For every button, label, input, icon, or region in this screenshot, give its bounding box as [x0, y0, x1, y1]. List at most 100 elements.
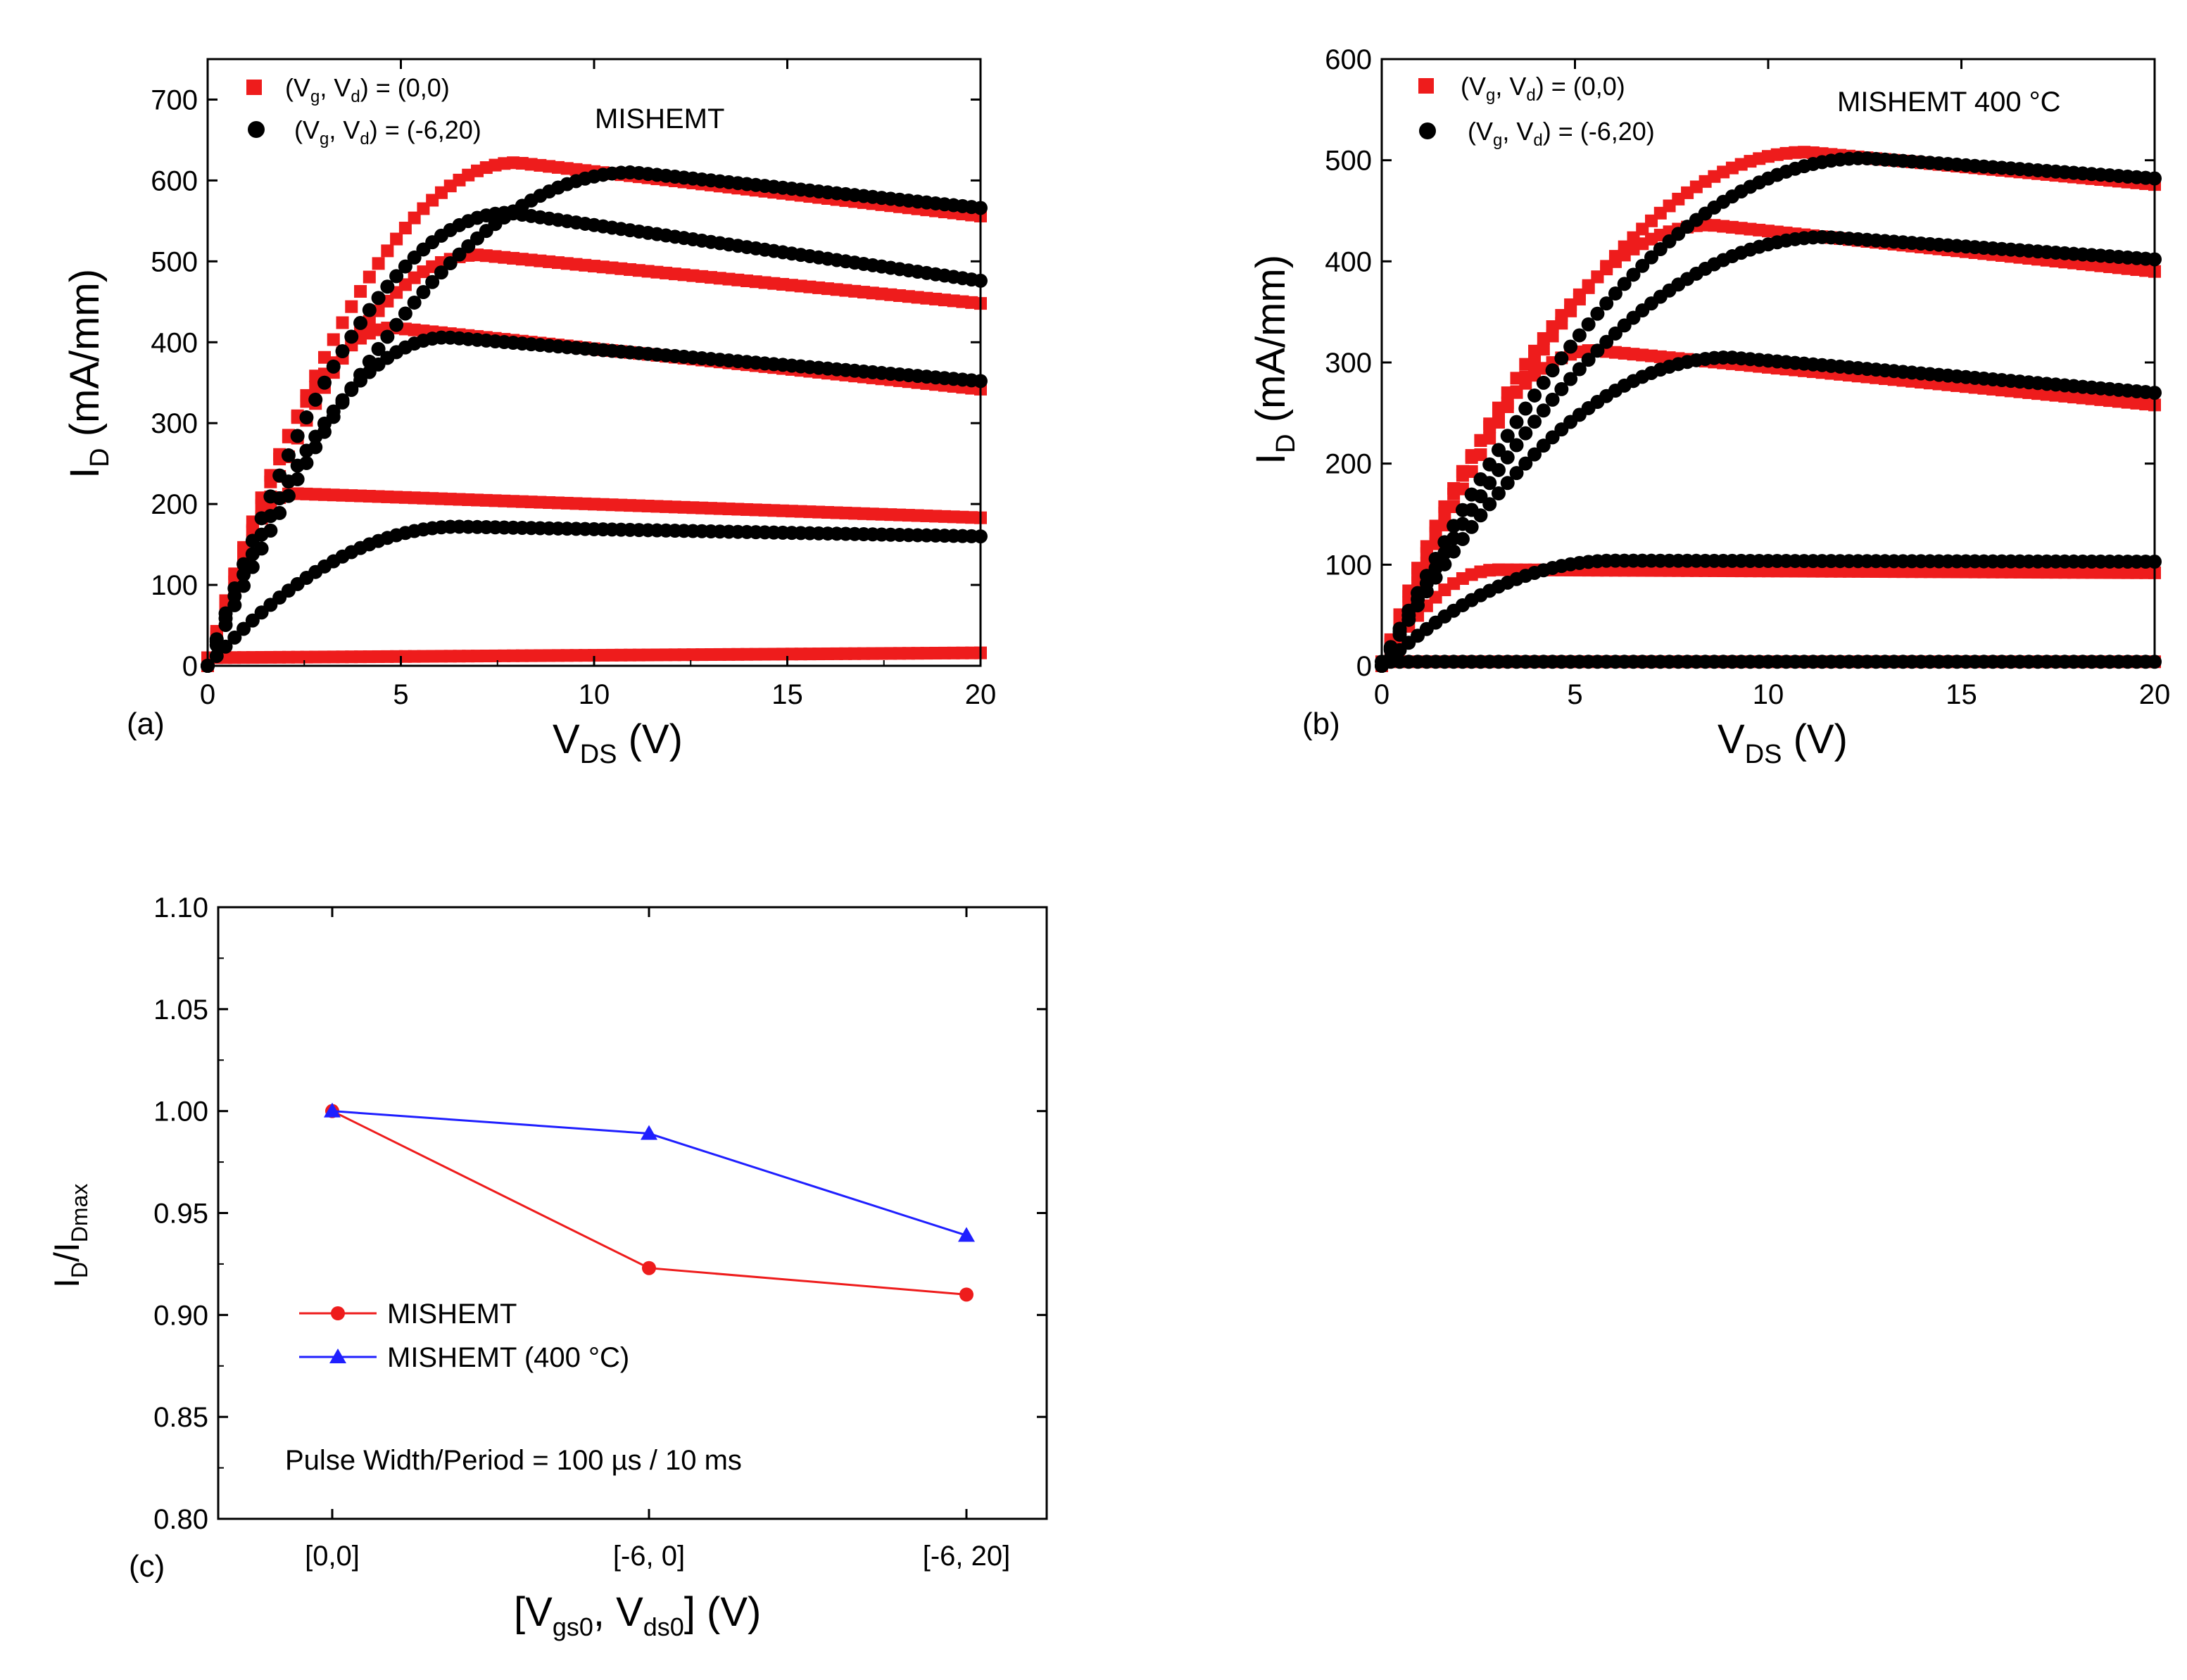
- panel-a-point-circle: [299, 455, 314, 470]
- panel-a-point-circle: [245, 560, 260, 574]
- panel-b-point-circle: [1518, 426, 1533, 441]
- panel-a-legend-marker-square: [246, 80, 262, 95]
- panel-c-legend-item-1: MISHEMT: [387, 1299, 517, 1330]
- panel-b-point-circle: [1599, 334, 1614, 349]
- panel-b-point-circle: [1509, 438, 1524, 453]
- panel-b-point-circle: [1635, 258, 1650, 273]
- panel-b-point-square: [1555, 317, 1568, 330]
- panel-b-point-circle: [1401, 603, 1416, 618]
- panel-a-point-square: [363, 270, 376, 284]
- panel-b-point-circle: [1554, 351, 1569, 366]
- panel-b-point-circle: [1581, 353, 1596, 367]
- panel-a-point-circle: [407, 295, 422, 310]
- panel-b-point-circle: [1572, 328, 1587, 343]
- panel-b-point-circle: [1572, 362, 1587, 377]
- panel-a-x-axis-title: VDS (V): [553, 716, 683, 769]
- panel-c-y-tick-label: 0.80: [153, 1504, 208, 1535]
- panel-c-x-axis-title: [Vgs0, Vds0] (V): [514, 1589, 761, 1641]
- panel-a-point-circle: [389, 317, 404, 332]
- panel-b-point-square: [1591, 270, 1604, 284]
- panel-b-point-circle: [1383, 640, 1398, 655]
- panel-a-point-circle: [326, 410, 341, 424]
- panel-a-point-circle: [218, 617, 233, 632]
- panel-a-point-circle: [389, 269, 404, 284]
- panel-a-x-tick-label: 0: [200, 679, 215, 710]
- panel-c-y-tick-label: 0.85: [153, 1402, 208, 1433]
- panel-a-x-tick-label: 15: [771, 679, 803, 710]
- panel-a-point-circle: [272, 505, 287, 520]
- panel-b-legend-marker-square: [1418, 78, 1434, 94]
- panel-b-point-square: [1537, 343, 1550, 356]
- panel-a-curves: [201, 156, 988, 673]
- panel-a-point-square: [255, 499, 268, 512]
- panel-a-point-circle: [299, 410, 314, 425]
- panel-b-point-circle: [1491, 486, 1506, 501]
- panel-a-legend-marker-circle: [248, 121, 265, 138]
- panel-b-point-square: [1564, 304, 1577, 317]
- panel-b-point-circle: [1411, 586, 1425, 600]
- panel-a-point-circle: [227, 598, 242, 612]
- panel-a-y-tick-label: 0: [182, 651, 198, 682]
- panel-b-point-circle: [1419, 569, 1434, 583]
- panel-a-point-circle: [434, 265, 448, 280]
- panel-a-point-circle: [380, 329, 395, 344]
- panel-a-point-circle: [326, 359, 341, 374]
- panel-c-x-tick-label: [0,0]: [305, 1541, 360, 1572]
- panel-a-point-square: [354, 285, 367, 298]
- panel-b-x-tick-label: 15: [1946, 679, 1977, 710]
- panel-a-point-circle: [416, 285, 431, 300]
- panel-c-point-circle: [642, 1261, 656, 1275]
- panel-a-label: (a): [127, 707, 165, 741]
- panel-a-point-circle: [362, 354, 377, 369]
- panel-a-point-circle: [290, 429, 305, 443]
- panel-a-point-circle: [218, 606, 233, 621]
- panel-b-legend-item-2: (Vg, Vd) = (-6,20): [1468, 117, 1655, 150]
- panel-a-point-circle: [344, 329, 359, 344]
- panel-b-point-square: [1573, 292, 1586, 305]
- panel-b-y-tick-label: 0: [1356, 651, 1372, 682]
- panel-a-point-circle: [398, 259, 412, 274]
- panel-c-x-tick-label: [-6, 0]: [613, 1541, 685, 1572]
- panel-a-point-square: [381, 244, 394, 258]
- panel-a-y-tick-label: 200: [151, 489, 198, 520]
- panel-b-point-circle: [1518, 401, 1533, 416]
- panel-c-annotation: Pulse Width/Period = 100 µs / 10 ms: [285, 1445, 742, 1476]
- panel-a-annotation: MISHEMT: [595, 103, 724, 134]
- panel-b-point-square: [1546, 329, 1559, 343]
- panel-c-legend-marker-triangle: [329, 1349, 346, 1363]
- panel-a-point-square: [336, 316, 349, 329]
- panel-a-point-circle: [371, 291, 386, 305]
- panel-a-point-circle: [353, 367, 368, 382]
- panel-a-point-circle: [362, 303, 377, 317]
- panel-b-point-square: [1474, 448, 1487, 462]
- panel-a-point-circle: [308, 440, 323, 455]
- panel-b-y-tick-label: 600: [1325, 44, 1372, 75]
- panel-a-y-tick-label: 700: [151, 84, 198, 115]
- panel-b-x-axis-title: VDS (V): [1718, 716, 1848, 769]
- panel-b-point-circle: [1428, 551, 1443, 566]
- panel-a-point-circle: [237, 579, 251, 593]
- panel-c-series: [324, 1102, 975, 1302]
- panel-a-point-circle: [308, 392, 323, 407]
- panel-a-x-tick-label: 20: [965, 679, 997, 710]
- panel-b-x-tick-label: 10: [1753, 679, 1784, 710]
- panel-c: 0.80 0.85 0.90 0.95 1.00 1.05 1.10 [0,0] [-6, 0]…: [47, 892, 1048, 1641]
- panel-b-point-circle: [1437, 535, 1452, 550]
- panel-b-point-circle: [1491, 443, 1506, 457]
- panel-b-curves: [1375, 146, 2162, 673]
- panel-a-point-circle: [209, 649, 224, 664]
- panel-b-point-circle: [1509, 415, 1524, 429]
- panel-c-label: (c): [129, 1549, 165, 1584]
- panel-c-point-triangle: [324, 1102, 341, 1118]
- panel-c-plot-frame: [217, 906, 1048, 1520]
- panel-b-point-square: [1600, 260, 1613, 273]
- panel-b-point-circle: [1617, 277, 1632, 291]
- panel-b-point-circle: [1563, 339, 1578, 354]
- panel-b-point-square: [1465, 465, 1478, 479]
- panel-a-point-square: [398, 222, 412, 235]
- panel-b-point-circle: [1599, 296, 1614, 311]
- panel-b-point-circle: [1473, 472, 1488, 487]
- panel-a-point-circle: [353, 315, 368, 330]
- panel-b-point-square: [1501, 400, 1514, 413]
